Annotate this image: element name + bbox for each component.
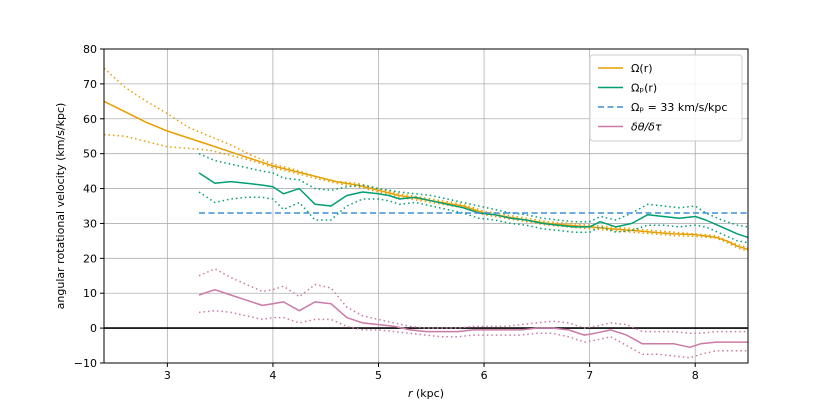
y-tick-label: 50 <box>83 148 97 161</box>
x-tick-label: 8 <box>692 369 699 382</box>
plot-frame <box>103 48 749 364</box>
series-line-omega_p <box>198 172 749 239</box>
y-tick-label: 10 <box>83 287 97 300</box>
legend-box <box>589 54 743 142</box>
legend: Ω(r) Ωₚ(r) Ωₚ = 33 km/s/kpc δθ/δτ <box>589 54 743 142</box>
x-axis-label: r (kpc) <box>408 387 444 400</box>
y-tick-label: 60 <box>83 113 97 126</box>
x-tick-label: 5 <box>375 369 382 382</box>
series-line-omega_p_lower <box>198 191 749 244</box>
series-line-dtheta_lower <box>198 309 748 359</box>
y-tick-label: 80 <box>83 43 97 56</box>
y-tick-label: 70 <box>83 78 97 91</box>
y-tick-label: −10 <box>74 357 97 370</box>
y-axis-label: angular rotational velocity (km/s/kpc) <box>54 103 67 310</box>
y-tick-label: 0 <box>90 322 97 335</box>
x-tick-label: 4 <box>269 369 276 382</box>
y-tick-label: 30 <box>83 217 97 230</box>
y-tick-label: 40 <box>83 183 97 196</box>
legend-label-omega: Ω(r) <box>631 62 653 75</box>
legend-label-omega_p: Ωₚ(r) <box>631 82 657 95</box>
x-tick-label: 7 <box>586 369 593 382</box>
legend-label-dtheta: δθ/δτ <box>631 121 662 134</box>
series-line-omega_lower <box>103 133 749 253</box>
y-tick-label: 20 <box>83 252 97 265</box>
series <box>103 67 749 359</box>
x-tick-label: 6 <box>481 369 488 382</box>
series-line-omega_p_upper <box>198 153 749 228</box>
x-axis-ticks: 3 4 5 6 7 8 <box>164 363 699 382</box>
series-line-dtheta_upper <box>198 268 748 335</box>
legend-label-omega_p_const: Ωₚ = 33 km/s/kpc <box>631 101 727 114</box>
series-line-dtheta <box>198 288 748 349</box>
x-tick-label: 3 <box>164 369 171 382</box>
y-axis-ticks: −10 0 10 20 30 40 50 60 70 80 <box>74 43 104 370</box>
